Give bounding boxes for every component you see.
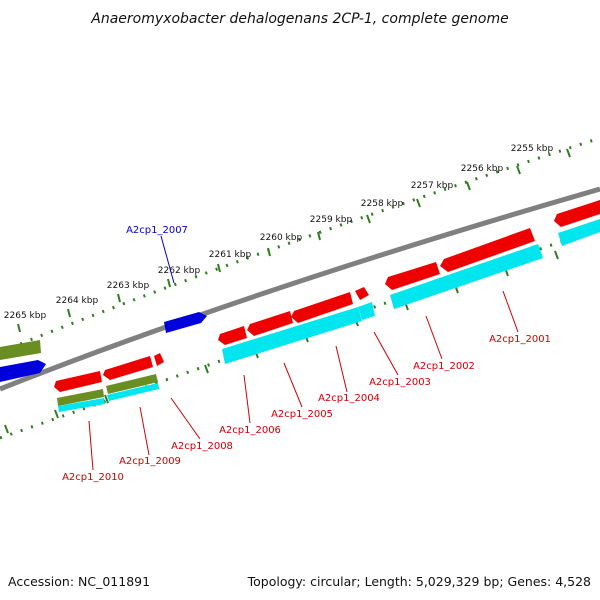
leader-line [160, 235, 175, 284]
major-tick [366, 214, 371, 224]
leader-line [283, 362, 303, 408]
accession-text: Accession: NC_011891 [8, 574, 150, 589]
major-ticks [4, 148, 571, 434]
leader-line [88, 420, 94, 471]
gene-feature-cyan [222, 307, 362, 364]
tick-labels: 2255 kbp 2256 kbp 2257 kbp 2258 kbp 2259 kbp… [4, 144, 554, 321]
forward-strand-genes [0, 312, 207, 382]
tick-label: 2264 kbp [56, 296, 99, 306]
tick-label: 2263 kbp [107, 281, 150, 291]
major-tick [516, 165, 521, 175]
tick-label: 2262 kbp [158, 266, 201, 276]
major-tick [416, 198, 421, 208]
leader-line [170, 397, 201, 440]
gene-label[interactable]: A2cp1_2004 [318, 393, 380, 404]
major-tick [117, 293, 121, 303]
gene-labels: A2cp1_2007 A2cp1_2001 A2cp1_2002 A2cp1_2003… [62, 225, 551, 483]
gene-feature-red [291, 292, 353, 323]
gene-feature-blue [164, 312, 207, 333]
gene-feature-red [355, 287, 369, 300]
gene-feature-red [54, 371, 102, 392]
tick-label: 2256 kbp [461, 164, 504, 174]
gene-feature-olive [106, 374, 158, 394]
gene-feature-red [218, 326, 247, 345]
leader-line [425, 315, 443, 360]
major-tick [4, 424, 9, 434]
major-tick [267, 247, 271, 257]
gene-feature-red [103, 356, 153, 380]
gene-feature-red [154, 353, 164, 366]
map-title: Anaeromyxobacter dehalogenans 2CP-1, com… [90, 11, 508, 27]
reverse-strand-genes [54, 200, 600, 412]
gene-feature-cyan [58, 398, 105, 412]
tick-label: 2258 kbp [361, 199, 404, 209]
major-tick [554, 250, 559, 260]
topology-summary: Topology: circular; Length: 5,029,329 bp… [247, 574, 591, 589]
leader-line [335, 345, 348, 393]
gene-feature-red [247, 311, 293, 336]
gene-feature-cyan [558, 219, 600, 246]
gene-label[interactable]: A2cp1_2007 [126, 225, 188, 236]
tick-label: 2259 kbp [310, 215, 353, 225]
tick-label: 2257 kbp [411, 181, 454, 191]
gene-label[interactable]: A2cp1_2002 [413, 361, 475, 372]
tick-label: 2261 kbp [209, 250, 252, 260]
gene-label[interactable]: A2cp1_2006 [219, 425, 281, 436]
leader-line [373, 331, 399, 376]
label-leader-lines [88, 235, 519, 471]
gene-feature-red [440, 228, 535, 272]
major-tick [167, 278, 171, 288]
gene-label[interactable]: A2cp1_2009 [119, 456, 181, 467]
major-tick [67, 308, 71, 318]
gene-feature-cyan [107, 383, 159, 401]
major-tick [54, 409, 59, 419]
leader-line [243, 374, 251, 424]
gene-feature-olive [57, 389, 104, 406]
tick-label: 2265 kbp [4, 311, 47, 321]
gene-label[interactable]: A2cp1_2001 [489, 334, 551, 345]
gene-label[interactable]: A2cp1_2008 [171, 441, 233, 452]
gene-label[interactable]: A2cp1_2005 [271, 409, 333, 420]
gene-feature-cyan [358, 302, 375, 320]
tick-label: 2255 kbp [511, 144, 554, 154]
major-tick [104, 394, 109, 404]
major-tick [317, 231, 321, 241]
major-tick [566, 148, 571, 158]
gene-feature-red [385, 262, 440, 290]
major-tick [17, 323, 21, 333]
genome-backbone [0, 186, 600, 392]
major-tick [204, 364, 209, 374]
gene-feature-olive [0, 340, 41, 360]
gene-label[interactable]: A2cp1_2003 [369, 377, 431, 388]
gene-feature-red [554, 200, 600, 227]
gene-feature-cyan [390, 244, 543, 309]
leader-line [139, 406, 150, 456]
tick-label: 2260 kbp [260, 233, 303, 243]
major-tick [217, 263, 221, 273]
gene-feature-blue [0, 360, 46, 382]
gene-label[interactable]: A2cp1_2010 [62, 472, 124, 483]
leader-line [502, 290, 519, 333]
major-tick [466, 181, 471, 191]
